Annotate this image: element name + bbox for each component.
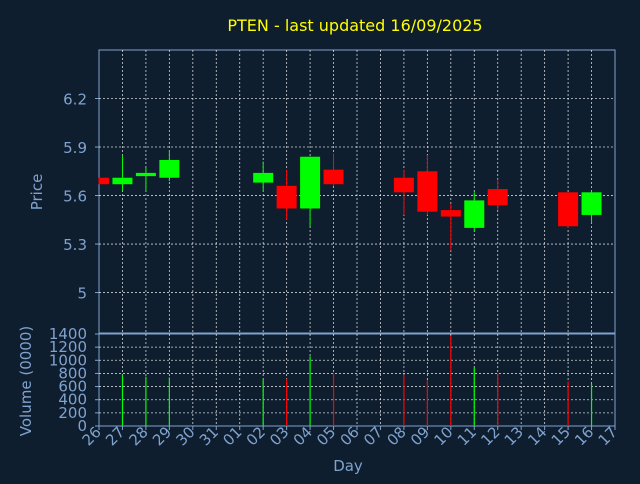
price-tick-label: 5.6 [63, 188, 87, 206]
candle-body [253, 172, 274, 183]
volume-tick-label: 600 [58, 378, 87, 396]
candle-body [135, 172, 156, 177]
price-axis-label: Price [28, 174, 46, 211]
candle-body [276, 185, 297, 209]
volume-tick-label: 400 [58, 391, 87, 409]
candle-body [300, 156, 321, 209]
volume-tick-label: 200 [58, 404, 87, 422]
candle-body [393, 177, 414, 193]
day-axis: 2627282930310102030405060708091011121314… [79, 423, 621, 449]
price-panel: 5 5.3 5.6 5.9 6.2 [63, 49, 616, 334]
candle-body [558, 192, 579, 227]
candle-body [323, 169, 344, 185]
volume-tick-label: 0 [77, 417, 87, 435]
volume-axis-label: Volume (0000) [17, 326, 35, 436]
volume-tick-label: 1000 [49, 351, 87, 369]
price-tick-label: 5.9 [63, 139, 87, 157]
candle-body [440, 210, 461, 217]
volume-tick-label: 800 [58, 364, 87, 382]
candle-body [112, 177, 133, 185]
candle-body [159, 159, 180, 178]
candle-body [487, 189, 508, 206]
volume-tick-label: 1200 [49, 338, 87, 356]
candle-body [464, 200, 485, 228]
chart-title: PTEN - last updated 16/09/2025 [227, 16, 482, 35]
price-tick-label: 5 [77, 285, 87, 303]
price-tick-label: 5.3 [63, 236, 87, 254]
candle-body [581, 192, 602, 215]
day-axis-label: Day [333, 457, 363, 475]
candle-body [99, 177, 109, 185]
candle-body [417, 171, 438, 212]
volume-tick-label: 1400 [49, 325, 87, 343]
price-tick-label: 6.2 [63, 91, 87, 109]
